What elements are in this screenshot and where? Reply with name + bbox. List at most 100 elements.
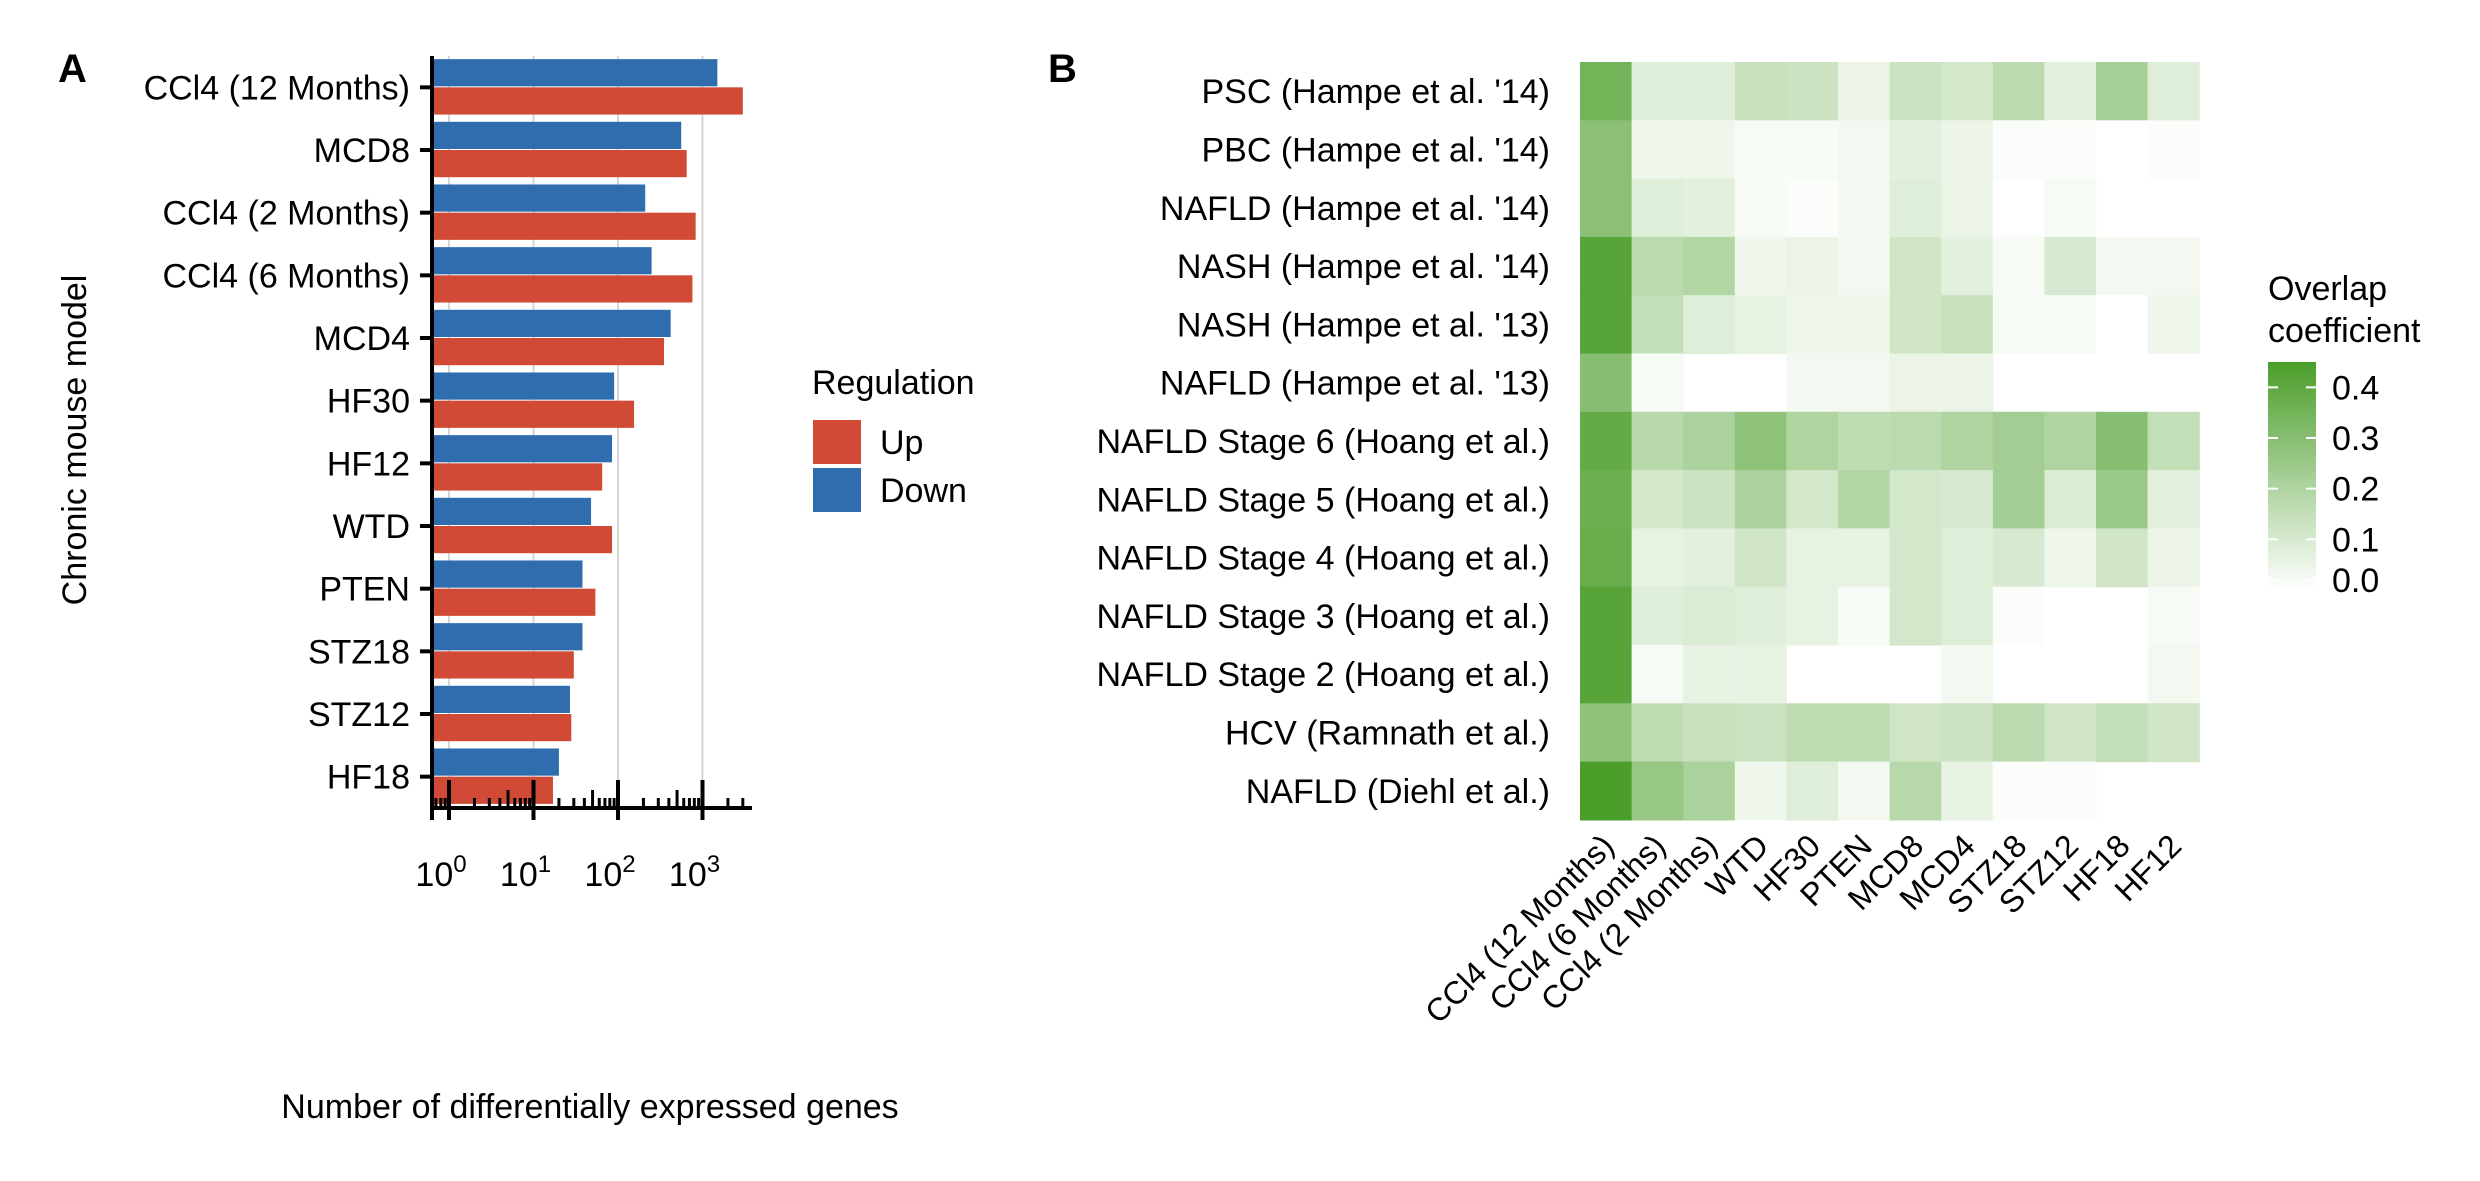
heatmap-cell: [2044, 528, 2097, 588]
heatmap-cell: [1683, 411, 1736, 471]
heatmap-cell: [2096, 411, 2149, 471]
bar-down: [432, 309, 671, 337]
bar-up: [432, 400, 635, 428]
bar-up: [432, 338, 664, 366]
heatmap-cell: [1786, 586, 1839, 646]
colorbar-tick-label: 0.2: [2332, 471, 2379, 509]
heatmap-cell: [1838, 761, 1891, 821]
bar-chart-category-label: CCl4 (12 Months): [144, 69, 410, 107]
heatmap-cells: [1580, 62, 2200, 821]
heatmap-cell: [2096, 295, 2149, 355]
heatmap-cell: [2044, 62, 2097, 121]
heatmap-row-label: NAFLD Stage 2 (Hoang et al.): [1096, 656, 1550, 694]
heatmap-cell: [1734, 470, 1787, 529]
heatmap-cell: [1941, 470, 1994, 529]
heatmap-cell: [2147, 703, 2200, 763]
heatmap: PSC (Hampe et al. '14) PBC (Hampe et al. …: [1096, 62, 2200, 1030]
heatmap-cell: [1838, 178, 1891, 238]
bar-chart-category-label: HF30: [327, 383, 410, 421]
heatmap-cell: [2044, 470, 2097, 529]
heatmap-row-label: NASH (Hampe et al. '14): [1177, 248, 1550, 286]
bar-down: [432, 685, 570, 713]
heatmap-cell: [1580, 411, 1633, 471]
overlap-colorbar: [2268, 362, 2316, 590]
bar-down: [432, 497, 592, 525]
heatmap-row-label: NAFLD Stage 3 (Hoang et al.): [1096, 598, 1550, 636]
heatmap-cell: [1631, 62, 1684, 121]
heatmap-cell: [2044, 178, 2097, 238]
heatmap-cell: [1838, 353, 1891, 413]
heatmap-cell: [1941, 528, 1994, 588]
bar-down: [432, 247, 652, 275]
bar-down: [432, 372, 615, 400]
heatmap-cell: [1941, 178, 1994, 238]
heatmap-cell: [2147, 236, 2200, 296]
heatmap-cell: [1580, 470, 1633, 529]
heatmap-cell: [1941, 703, 1994, 763]
heatmap-cell: [1580, 62, 1633, 121]
bar-down: [432, 748, 559, 776]
heatmap-cell: [1992, 236, 2045, 296]
regulation-legend: Regulation Up Down: [812, 364, 975, 512]
heatmap-cell: [1786, 761, 1839, 821]
heatmap-cell: [1580, 586, 1633, 646]
heatmap-cell: [1683, 62, 1736, 121]
heatmap-cell: [1683, 470, 1736, 529]
heatmap-cell: [1786, 528, 1839, 588]
heatmap-cell: [2147, 645, 2200, 704]
heatmap-cell: [1734, 411, 1787, 471]
heatmap-cell: [1889, 178, 1942, 238]
bar-up: [432, 651, 574, 679]
heatmap-cell: [2096, 236, 2149, 296]
heatmap-cell: [2044, 120, 2097, 180]
heatmap-cell: [1838, 295, 1891, 355]
heatmap-row-label: NAFLD (Diehl et al.): [1246, 773, 1550, 811]
heatmap-cell: [1838, 120, 1891, 180]
heatmap-cell: [2096, 703, 2149, 763]
heatmap-cell: [1580, 178, 1633, 238]
heatmap-cell: [1631, 470, 1684, 529]
heatmap-cell: [1941, 236, 1994, 296]
heatmap-cell: [1580, 761, 1633, 821]
heatmap-row-label: NAFLD Stage 6 (Hoang et al.): [1096, 423, 1550, 461]
heatmap-cell: [1992, 178, 2045, 238]
regulation-legend-title: Regulation: [812, 364, 975, 402]
heatmap-cell: [1683, 178, 1736, 238]
heatmap-cell: [2096, 120, 2149, 180]
heatmap-cell: [1631, 120, 1684, 180]
colorbar-tick-label: 0.4: [2332, 369, 2379, 407]
bar-up: [432, 463, 603, 491]
bar-down: [432, 59, 718, 87]
heatmap-cell: [1683, 586, 1736, 646]
heatmap-cell: [1992, 586, 2045, 646]
heatmap-cell: [1838, 411, 1891, 471]
bar-chart-category-label: MCD8: [314, 132, 410, 170]
bar-chart-axes: [420, 56, 752, 820]
bar-chart-category-label: MCD4: [314, 320, 410, 358]
bar-chart-category-label: HF18: [327, 759, 410, 797]
colorbar-tick-label: 0.0: [2332, 562, 2379, 600]
heatmap-cell: [1941, 353, 1994, 413]
heatmap-cell: [1683, 120, 1736, 180]
heatmap-cell: [1992, 120, 2045, 180]
heatmap-cell: [1786, 295, 1839, 355]
bar-chart-category-label: HF12: [327, 445, 410, 483]
overlap-legend-title-line1: Overlap: [2268, 270, 2387, 308]
heatmap-cell: [1838, 236, 1891, 296]
bar-down: [432, 560, 583, 588]
bar-down: [432, 184, 646, 212]
heatmap-cell: [1786, 703, 1839, 763]
heatmap-cell: [1734, 178, 1787, 238]
heatmap-cell: [1889, 703, 1942, 763]
bar-down: [432, 121, 682, 149]
heatmap-cell: [2044, 295, 2097, 355]
heatmap-cell: [1631, 353, 1684, 413]
heatmap-cell: [1992, 411, 2045, 471]
heatmap-cell: [1631, 645, 1684, 704]
heatmap-cell: [1889, 120, 1942, 180]
heatmap-cell: [1889, 62, 1942, 121]
heatmap-cell: [1889, 236, 1942, 296]
heatmap-cell: [1889, 470, 1942, 529]
heatmap-cell: [1786, 178, 1839, 238]
